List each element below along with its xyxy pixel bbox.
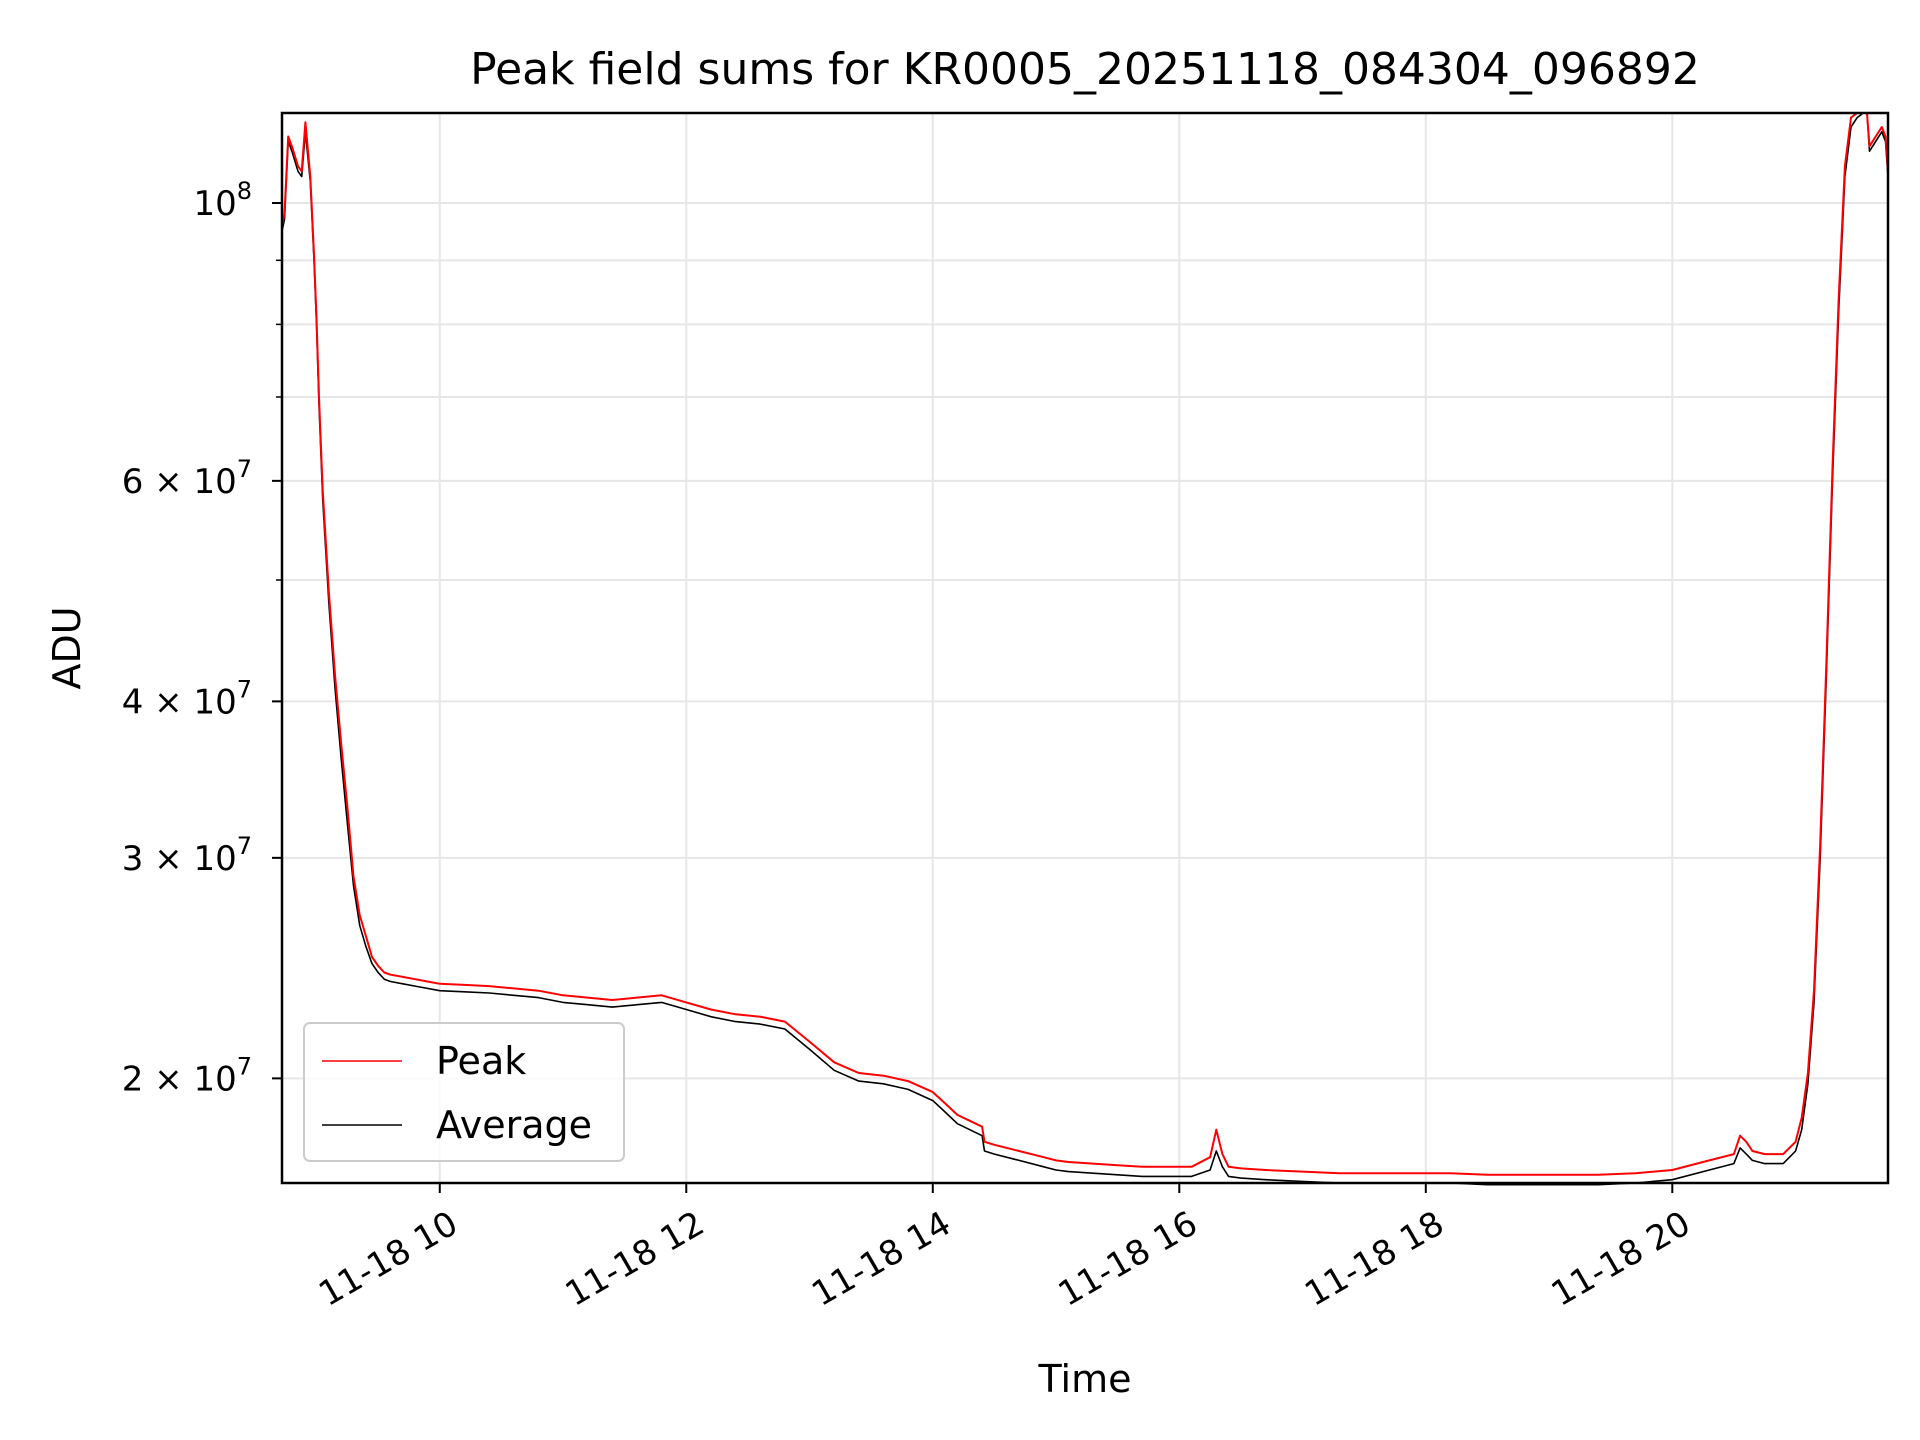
legend: Peak Average	[303, 1022, 625, 1162]
y-tick-label: 3 × 107	[122, 832, 252, 879]
y-tick-label: 108	[193, 177, 252, 224]
y-tick-label: 6 × 107	[122, 455, 252, 502]
chart-title: Peak field sums for KR0005_20251118_0843…	[470, 44, 1700, 95]
series-line-average	[281, 112, 1889, 1186]
legend-box	[303, 1022, 625, 1162]
series-line-peak	[281, 112, 1889, 1176]
plot-lines	[281, 112, 1889, 1186]
legend-label-peak: Peak	[436, 1039, 526, 1083]
y-tick-label: 4 × 107	[122, 675, 252, 722]
y-tick-label: 2 × 107	[122, 1052, 252, 1099]
legend-label-average: Average	[436, 1103, 592, 1147]
plot-frame	[280, 111, 1890, 1185]
x-axis-title: Time	[1038, 1357, 1132, 1401]
y-axis-title: ADU	[45, 606, 89, 689]
